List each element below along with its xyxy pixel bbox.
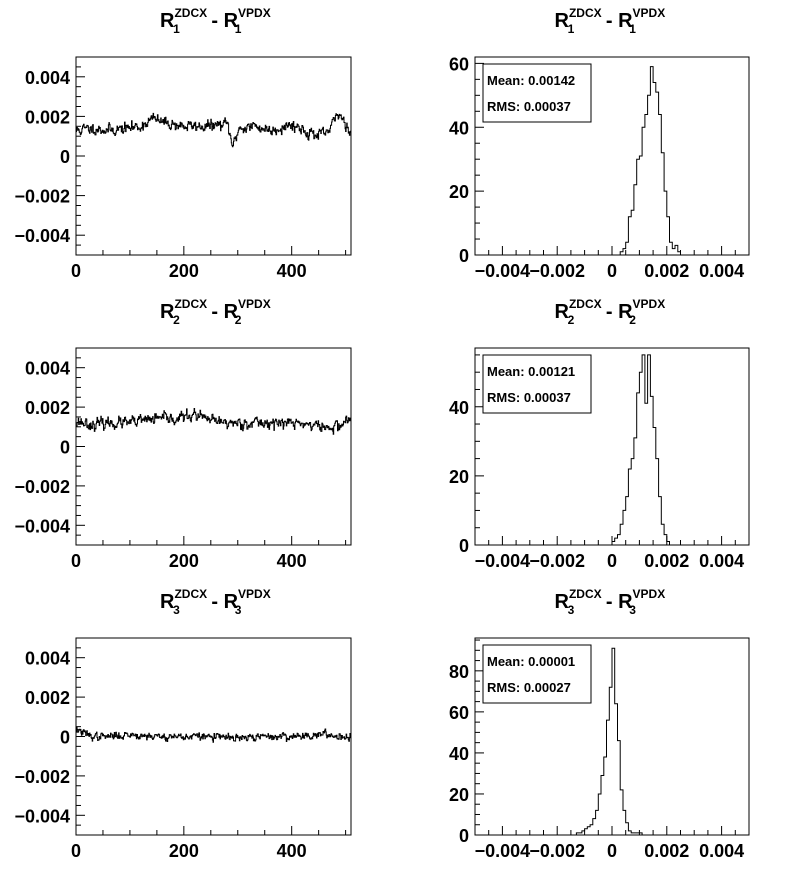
panel-5: RZDCX 3 - RVPDX 3 −0.004 −0.002 0 0.002 0.004 0… <box>14 587 352 861</box>
x-tick-label: 0.004 <box>699 261 744 281</box>
x-tick-label: 0 <box>607 261 617 281</box>
stats-mean: Mean: 0.00001 <box>487 654 575 669</box>
series-line <box>76 112 352 148</box>
panel-title: RZDCX 2 - RVPDX 2 <box>555 297 670 327</box>
y-tick-label: 0 <box>60 438 70 458</box>
panel-title: RZDCX 1 - RVPDX 1 <box>160 6 275 36</box>
x-tick-label: 400 <box>277 841 307 861</box>
histogram-bar <box>653 83 656 255</box>
y-tick-label: 20 <box>449 182 469 202</box>
y-tick-label: 0 <box>60 147 70 167</box>
y-tick-label: −0.004 <box>14 516 70 536</box>
x-tick-label: 0 <box>607 551 617 571</box>
x-tick-label: 200 <box>169 261 199 281</box>
histogram-bar <box>648 95 651 255</box>
y-tick-label: 0 <box>459 246 469 266</box>
y-tick-label: 40 <box>449 398 469 418</box>
x-tick-label: 0.002 <box>644 841 689 861</box>
y-tick-label: 0.002 <box>25 398 70 418</box>
panel-6: RZDCX 3 - RVPDX 3 0 20 40 60 80 −0.004 −0.002 0 0.… <box>449 587 750 861</box>
x-tick-label: 400 <box>277 551 307 571</box>
y-tick-label: 0.004 <box>25 359 70 379</box>
stats-rms: RMS: 0.00027 <box>487 680 571 695</box>
y-tick-label: 80 <box>449 662 469 682</box>
histogram-bar <box>639 372 642 545</box>
y-tick-label: 0 <box>459 536 469 556</box>
y-tick-label: 40 <box>449 744 469 764</box>
panel-title: RZDCX 2 - RVPDX 2 <box>160 297 275 327</box>
plot-frame <box>75 56 352 256</box>
y-tick-label: 0.002 <box>25 688 70 708</box>
panel-title: RZDCX 3 - RVPDX 3 <box>555 587 670 617</box>
x-tick-label: 0.002 <box>644 261 689 281</box>
x-tick-label: −0.004 <box>475 841 531 861</box>
x-tick-label: 0 <box>71 551 81 571</box>
histogram-bar <box>639 156 642 255</box>
y-tick-label: 60 <box>449 703 469 723</box>
x-tick-label: 200 <box>169 551 199 571</box>
y-tick-label: 0 <box>60 728 70 748</box>
y-tick-label: −0.004 <box>14 226 70 246</box>
plot-frame <box>75 347 352 546</box>
y-tick-label: 20 <box>449 785 469 805</box>
panel-2: RZDCX 1 - RVPDX 1 0 20 40 60 −0.004 −0.002 0 0.00… <box>449 6 750 281</box>
y-tick-label: 20 <box>449 467 469 487</box>
histogram-bar <box>631 459 634 545</box>
x-tick-label: 400 <box>277 261 307 281</box>
x-tick-label: 0 <box>607 841 617 861</box>
histogram-bar <box>656 92 659 255</box>
histogram-bar <box>672 249 675 255</box>
stats-mean: Mean: 0.00142 <box>487 73 575 88</box>
stats-box <box>482 63 592 123</box>
y-tick-label: −0.004 <box>14 806 70 826</box>
y-tick-label: −0.002 <box>14 477 70 497</box>
stats-rms: RMS: 0.00037 <box>487 390 571 405</box>
y-tick-label: −0.002 <box>14 187 70 207</box>
series-line <box>76 726 352 743</box>
x-tick-label: −0.004 <box>475 551 531 571</box>
y-tick-label: 0.004 <box>25 68 70 88</box>
x-tick-label: 0 <box>71 261 81 281</box>
stats-mean: Mean: 0.00121 <box>487 364 575 379</box>
stats-box <box>482 354 592 414</box>
x-tick-label: 0.002 <box>644 551 689 571</box>
x-tick-label: 0.004 <box>699 551 744 571</box>
y-tick-label: 0.004 <box>25 649 70 669</box>
x-tick-label: 200 <box>169 841 199 861</box>
histogram-bar <box>645 114 648 255</box>
panel-4: RZDCX 2 - RVPDX 2 0 20 40 −0.004 −0.002 0 0.002 0… <box>449 297 750 571</box>
histogram-outline <box>575 647 643 835</box>
histogram-outline <box>611 354 670 545</box>
y-tick-label: 0.002 <box>25 107 70 127</box>
x-tick-label: −0.002 <box>529 841 585 861</box>
y-tick-label: 60 <box>449 54 469 74</box>
histogram-outline <box>619 66 681 255</box>
y-tick-label: 40 <box>449 118 469 138</box>
x-tick-label: −0.002 <box>529 551 585 571</box>
x-tick-label: −0.004 <box>475 261 531 281</box>
histogram-bar <box>645 403 648 545</box>
stats-box <box>482 644 592 704</box>
panel-1: RZDCX 1 - RVPDX 1 −0.004 −0.002 0 0.002 0.004 0… <box>14 6 352 281</box>
panel-3: RZDCX 2 - RVPDX 2 −0.004 −0.002 0 0.002 0.004 0… <box>14 297 352 571</box>
y-tick-label: −0.002 <box>14 767 70 787</box>
x-tick-label: 0.004 <box>699 841 744 861</box>
x-tick-label: 0 <box>71 841 81 861</box>
panel-title: RZDCX 3 - RVPDX 3 <box>160 587 275 617</box>
stats-rms: RMS: 0.00037 <box>487 99 571 114</box>
x-tick-label: −0.002 <box>529 261 585 281</box>
y-tick-label: 0 <box>459 826 469 846</box>
series-line <box>76 408 352 435</box>
panel-title: RZDCX 1 - RVPDX 1 <box>555 6 670 36</box>
